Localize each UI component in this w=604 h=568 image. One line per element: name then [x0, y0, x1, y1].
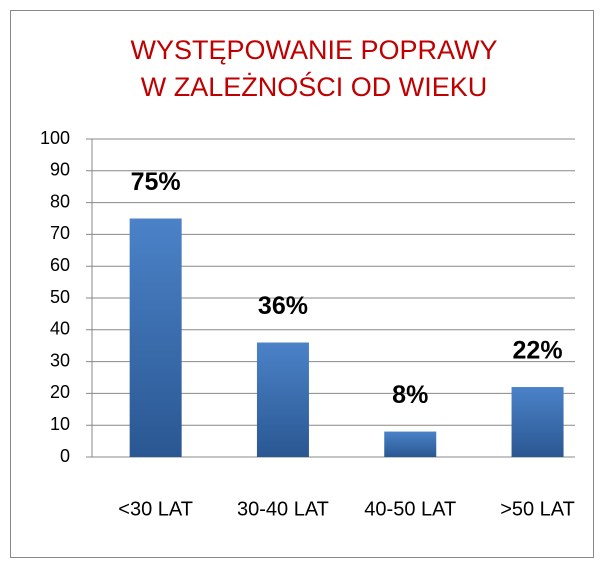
- x-tick-label: >50 LAT: [500, 498, 575, 520]
- bar: [129, 218, 182, 457]
- y-tick-label: 70: [50, 223, 70, 243]
- y-tick-label: 0: [60, 446, 70, 466]
- data-label: 8%: [392, 381, 428, 409]
- y-tick-label: 90: [50, 160, 70, 180]
- x-tick-label: 30-40 LAT: [237, 498, 329, 520]
- y-tick-label: 60: [50, 255, 70, 275]
- data-label: 22%: [513, 337, 563, 365]
- y-tick-label: 50: [50, 287, 70, 307]
- chart-title: WYSTĘPOWANIE POPRAWY: [130, 35, 497, 65]
- data-label: 36%: [258, 292, 308, 320]
- bar: [511, 387, 564, 457]
- y-tick-label: 80: [50, 191, 70, 211]
- y-tick-label: 20: [50, 382, 70, 402]
- y-tick-label: 10: [50, 414, 70, 434]
- chart-title: W ZALEŻNOŚCI OD WIEKU: [141, 70, 488, 102]
- x-tick-label: 40-50 LAT: [364, 498, 456, 520]
- x-tick-label: <30 LAT: [118, 498, 193, 520]
- y-tick-label: 100: [40, 128, 70, 148]
- bar: [256, 342, 309, 457]
- y-tick-label: 40: [50, 319, 70, 339]
- chart-frame: [10, 10, 594, 558]
- data-label: 75%: [131, 168, 181, 196]
- y-tick-label: 30: [50, 350, 70, 370]
- bar: [384, 431, 437, 457]
